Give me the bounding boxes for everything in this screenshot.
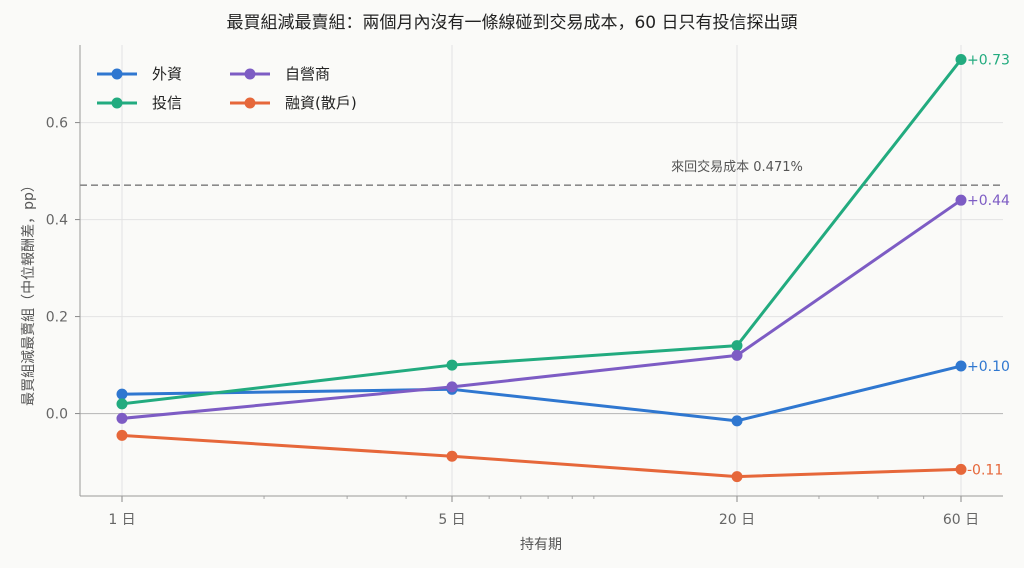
- axes: 0.0 0.2 0.4 0.6 1 日 5 日 20 日 60 日: [46, 45, 1003, 528]
- legend-label: 投信: [152, 94, 182, 112]
- threshold-line: 來回交易成本 0.471%: [80, 159, 1003, 186]
- series-融資(散戶): -0.11: [116, 429, 1003, 483]
- y-axis-label: 最買組減最賣組（中位報酬差，pp）: [20, 178, 37, 406]
- data-point: [116, 388, 128, 400]
- chart-title: 最買組減最賣組：兩個月內沒有一條線碰到交易成本，60 日只有投信探出頭: [226, 13, 797, 33]
- x-tick-label: 5 日: [438, 512, 465, 528]
- legend-item: 自營商: [230, 65, 330, 83]
- data-point: [446, 381, 458, 393]
- y-tick-label: 0.2: [46, 310, 68, 326]
- legend-item: 外資: [97, 65, 182, 83]
- data-point: [446, 450, 458, 462]
- data-point: [731, 340, 743, 352]
- threshold-label: 來回交易成本 0.471%: [671, 159, 803, 175]
- series-外資: +0.10: [116, 359, 1010, 427]
- series-自營商: +0.44: [116, 193, 1010, 424]
- data-point: [731, 415, 743, 427]
- legend-item: 融資(散戶): [230, 94, 357, 112]
- y-tick-label: 0.0: [46, 407, 68, 423]
- legend-swatch-marker: [244, 97, 256, 109]
- grid: [80, 45, 1003, 496]
- series-line: [121, 433, 962, 479]
- data-point: [955, 463, 967, 475]
- legend-label: 自營商: [285, 65, 330, 83]
- data-point: [446, 359, 458, 371]
- legend-swatch-marker: [111, 68, 123, 80]
- data-point: [116, 429, 128, 441]
- data-point: [116, 398, 128, 410]
- data-point: [955, 194, 967, 206]
- legend-item: 投信: [97, 94, 182, 112]
- series-group: +0.10 +0.73 +0.44 -0.11: [116, 53, 1010, 483]
- data-point: [731, 349, 743, 361]
- legend-swatch-marker: [244, 68, 256, 80]
- series-line: [121, 58, 963, 406]
- y-tick-label: 0.4: [46, 213, 68, 229]
- y-tick-label: 0.6: [46, 116, 68, 132]
- data-point: [116, 412, 128, 424]
- x-tick-label: 60 日: [943, 512, 979, 528]
- series-投信: +0.73: [116, 53, 1010, 410]
- series-line: [121, 198, 962, 420]
- end-label: +0.10: [967, 359, 1010, 375]
- legend-label: 外資: [152, 65, 182, 83]
- x-axis-label: 持有期: [520, 537, 562, 553]
- end-label: +0.44: [967, 193, 1010, 209]
- legend-swatch-marker: [111, 97, 123, 109]
- series-line: [121, 364, 962, 423]
- end-label: +0.73: [967, 53, 1010, 69]
- x-tick-label: 20 日: [719, 512, 755, 528]
- data-point: [955, 360, 967, 372]
- data-point: [731, 471, 743, 483]
- data-point: [955, 54, 967, 66]
- x-tick-label: 1 日: [108, 512, 135, 528]
- legend-label: 融資(散戶): [285, 94, 357, 112]
- end-label: -0.11: [967, 462, 1003, 478]
